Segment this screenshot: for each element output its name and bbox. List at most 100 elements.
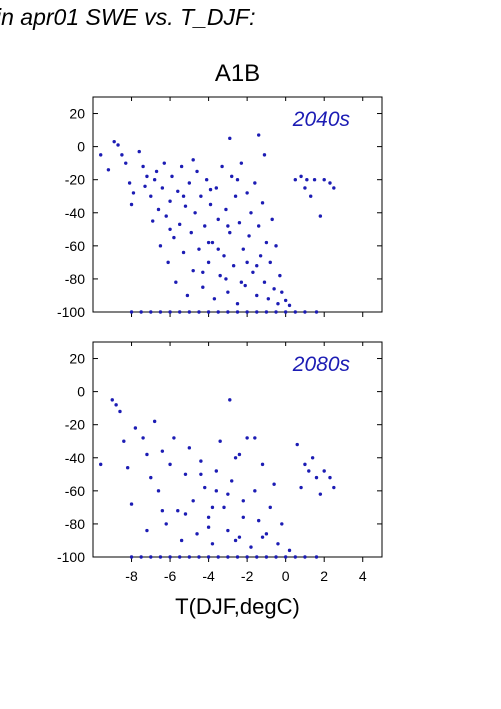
data-point: [226, 224, 230, 228]
data-point: [158, 310, 163, 314]
data-point: [243, 283, 247, 288]
data-point: [266, 297, 271, 301]
data-point: [168, 227, 172, 232]
data-point: [201, 270, 205, 275]
data-point: [120, 153, 124, 157]
data-point: [189, 230, 193, 235]
data-point: [303, 555, 307, 559]
data-point: [199, 472, 203, 477]
data-point: [332, 485, 336, 490]
data-point: [241, 515, 245, 520]
data-point: [176, 508, 180, 513]
panel-2040s: 20 0 -20 -40 -60 -80 -100 2040s: [57, 96, 383, 320]
data-point: [125, 465, 130, 470]
y-tick-label: -40: [65, 205, 85, 221]
data-point: [206, 240, 211, 245]
data-point: [272, 482, 276, 486]
data-point: [216, 310, 220, 314]
data-point: [260, 535, 265, 539]
data-point: [318, 214, 323, 218]
data-point: [264, 555, 269, 559]
y-tick-label: -60: [65, 483, 85, 499]
scenario-label: A1B: [214, 60, 261, 87]
data-point: [258, 254, 263, 258]
data-point: [206, 310, 211, 314]
data-point: [228, 136, 232, 141]
data-point: [168, 555, 172, 559]
x-axis-label: T(DJF,degC): [175, 594, 300, 619]
data-point: [187, 555, 192, 559]
data-point: [106, 168, 111, 172]
data-point: [216, 555, 220, 559]
data-point: [239, 161, 244, 165]
data-point: [264, 240, 269, 245]
data-point: [303, 462, 307, 467]
data-point: [283, 310, 288, 314]
data-point: [274, 310, 278, 314]
data-point: [237, 452, 242, 457]
data-point: [230, 174, 234, 179]
y-tick-label: 0: [77, 384, 85, 400]
data-point: [114, 403, 118, 407]
data-point: [206, 555, 211, 559]
data-point: [129, 555, 134, 559]
panel-title: 2080s: [292, 353, 351, 376]
data-point: [247, 234, 251, 238]
data-point: [249, 211, 253, 215]
data-point: [287, 303, 292, 308]
data-point: [214, 489, 219, 493]
data-point: [245, 310, 249, 314]
data-point: [276, 302, 280, 306]
data-point: [255, 293, 259, 298]
data-point: [179, 164, 184, 169]
data-point: [224, 207, 228, 212]
y-tick-label: -20: [65, 172, 85, 188]
data-point: [204, 177, 209, 182]
data-point: [228, 398, 232, 402]
data-point: [162, 161, 166, 165]
data-point: [256, 133, 261, 137]
data-point: [260, 462, 265, 467]
data-point: [133, 426, 138, 430]
data-point: [262, 153, 267, 157]
data-point: [116, 143, 120, 147]
data-point: [218, 273, 222, 278]
data-point: [139, 555, 143, 559]
data-point: [206, 515, 211, 520]
data-point: [110, 398, 114, 402]
data-point: [253, 181, 257, 185]
panel-title: 2040s: [292, 108, 351, 131]
data-point: [233, 538, 238, 543]
data-point: [293, 177, 297, 182]
data-point: [307, 469, 311, 473]
y-tick-label: 0: [77, 139, 85, 155]
data-point: [206, 260, 211, 265]
data-point: [179, 538, 184, 543]
data-point: [203, 224, 207, 228]
data-point: [127, 181, 132, 185]
data-point: [318, 492, 323, 496]
data-point: [253, 436, 257, 440]
data-point: [164, 522, 168, 526]
data-point: [141, 436, 145, 440]
y-tick-label: -60: [65, 238, 85, 254]
data-point: [268, 260, 272, 265]
data-point: [293, 310, 297, 314]
data-point: [197, 247, 201, 251]
data-point: [222, 254, 226, 258]
data-point: [166, 260, 170, 265]
data-point: [255, 310, 259, 314]
data-point: [226, 555, 230, 559]
data-point: [137, 149, 141, 154]
data-point: [149, 475, 153, 480]
x-tick-label: 2: [320, 568, 328, 584]
y-tick-label: -20: [65, 417, 85, 433]
data-point: [183, 512, 188, 516]
data-point: [208, 202, 213, 207]
data-point: [293, 555, 297, 559]
data-point: [210, 505, 215, 510]
data-point: [260, 201, 265, 205]
data-point: [199, 194, 203, 198]
data-point: [210, 240, 215, 245]
data-point: [152, 419, 157, 424]
